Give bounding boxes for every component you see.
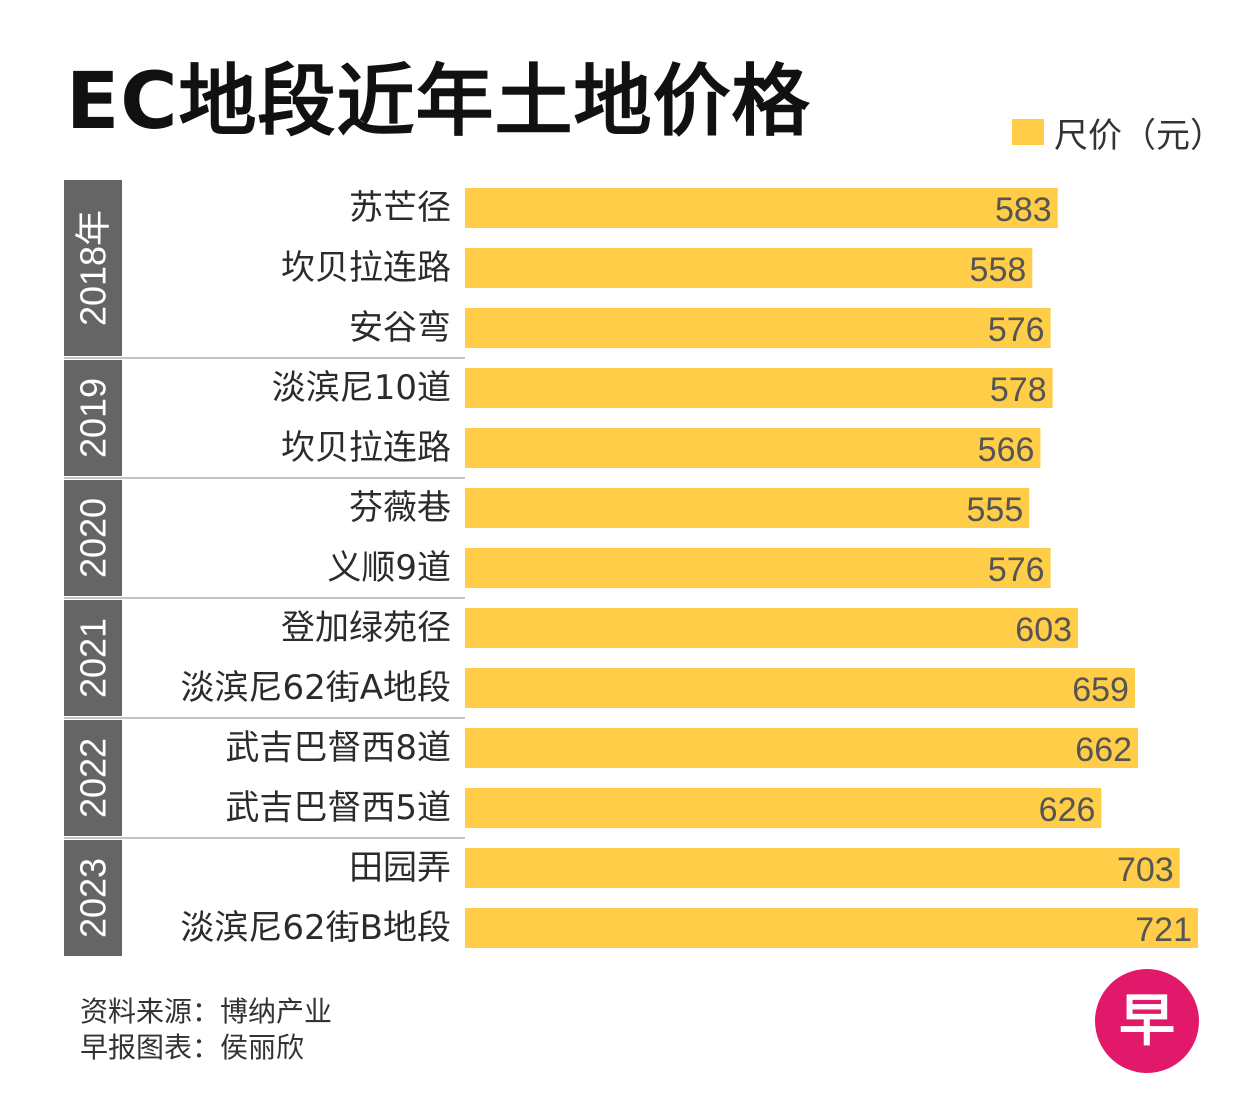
year-band (64, 840, 122, 956)
bar (465, 548, 1051, 588)
bar (465, 608, 1079, 648)
year-band (64, 720, 122, 836)
value-label: 566 (978, 431, 1035, 469)
logo-circle (1095, 969, 1199, 1073)
credit-note: 早报图表：侯丽欣 (80, 1031, 305, 1064)
value-label: 576 (988, 311, 1045, 349)
value-label: 659 (1072, 671, 1129, 709)
bar (465, 908, 1198, 948)
bar (465, 848, 1180, 888)
source-note: 资料来源：博纳产业 (80, 995, 333, 1028)
category-label: 义顺9道 (327, 548, 451, 588)
year-band (64, 600, 122, 716)
value-label: 558 (970, 251, 1027, 289)
bar (465, 188, 1058, 228)
value-label: 578 (990, 371, 1047, 409)
value-label: 626 (1039, 791, 1096, 829)
bar (465, 728, 1139, 768)
category-label: 淡滨尼10道 (272, 368, 451, 408)
value-label: 576 (988, 551, 1045, 589)
year-band (64, 360, 122, 476)
bar (465, 668, 1135, 708)
category-label: 坎贝拉连路 (281, 248, 451, 288)
logo-char: 早 (1119, 989, 1175, 1054)
value-label: 703 (1117, 851, 1174, 889)
category-label: 芬薇巷 (349, 488, 451, 528)
category-label: 淡滨尼62街B地段 (180, 908, 451, 948)
bar (465, 488, 1030, 528)
year-label: 2018年 (73, 210, 114, 326)
year-label: 2019 (73, 378, 114, 458)
value-label: 603 (1015, 611, 1072, 649)
year-band (64, 480, 122, 596)
category-label: 登加绿苑径 (281, 608, 451, 648)
category-label: 坎贝拉连路 (281, 428, 451, 468)
year-label: 2022 (73, 738, 114, 818)
bar (465, 368, 1053, 408)
bar (465, 788, 1102, 828)
year-label: 2020 (73, 498, 114, 578)
value-label: 555 (967, 491, 1024, 529)
value-label: 721 (1135, 911, 1192, 949)
bar (465, 308, 1051, 348)
value-label: 583 (995, 191, 1052, 229)
category-label: 武吉巴督西5道 (225, 788, 451, 828)
footer: 资料来源：博纳产业 早报图表：侯丽欣 (80, 994, 332, 1066)
year-label: 2021 (73, 618, 114, 698)
value-label: 662 (1075, 731, 1132, 769)
bar (465, 248, 1033, 288)
category-label: 田园弄 (349, 848, 451, 888)
legend: 尺价（元） (1012, 108, 1224, 156)
zaobao-logo: 早 (1095, 969, 1199, 1073)
category-label: 武吉巴督西8道 (225, 728, 451, 768)
chart-title: EC地段近年土地价格 (66, 57, 811, 147)
bar-chart: 2018年 苏芒径 583 坎贝拉连路 558 安谷弯 576 2019 淡滨尼10道 578 坎贝… (64, 180, 1198, 956)
legend-swatch (1012, 119, 1044, 145)
bar (465, 428, 1041, 468)
category-label: 苏芒径 (349, 188, 451, 228)
legend-label: 尺价（元） (1054, 115, 1224, 156)
year-band (64, 180, 122, 356)
category-label: 安谷弯 (349, 308, 451, 348)
category-label: 淡滨尼62街A地段 (180, 668, 451, 708)
year-label: 2023 (73, 858, 114, 938)
